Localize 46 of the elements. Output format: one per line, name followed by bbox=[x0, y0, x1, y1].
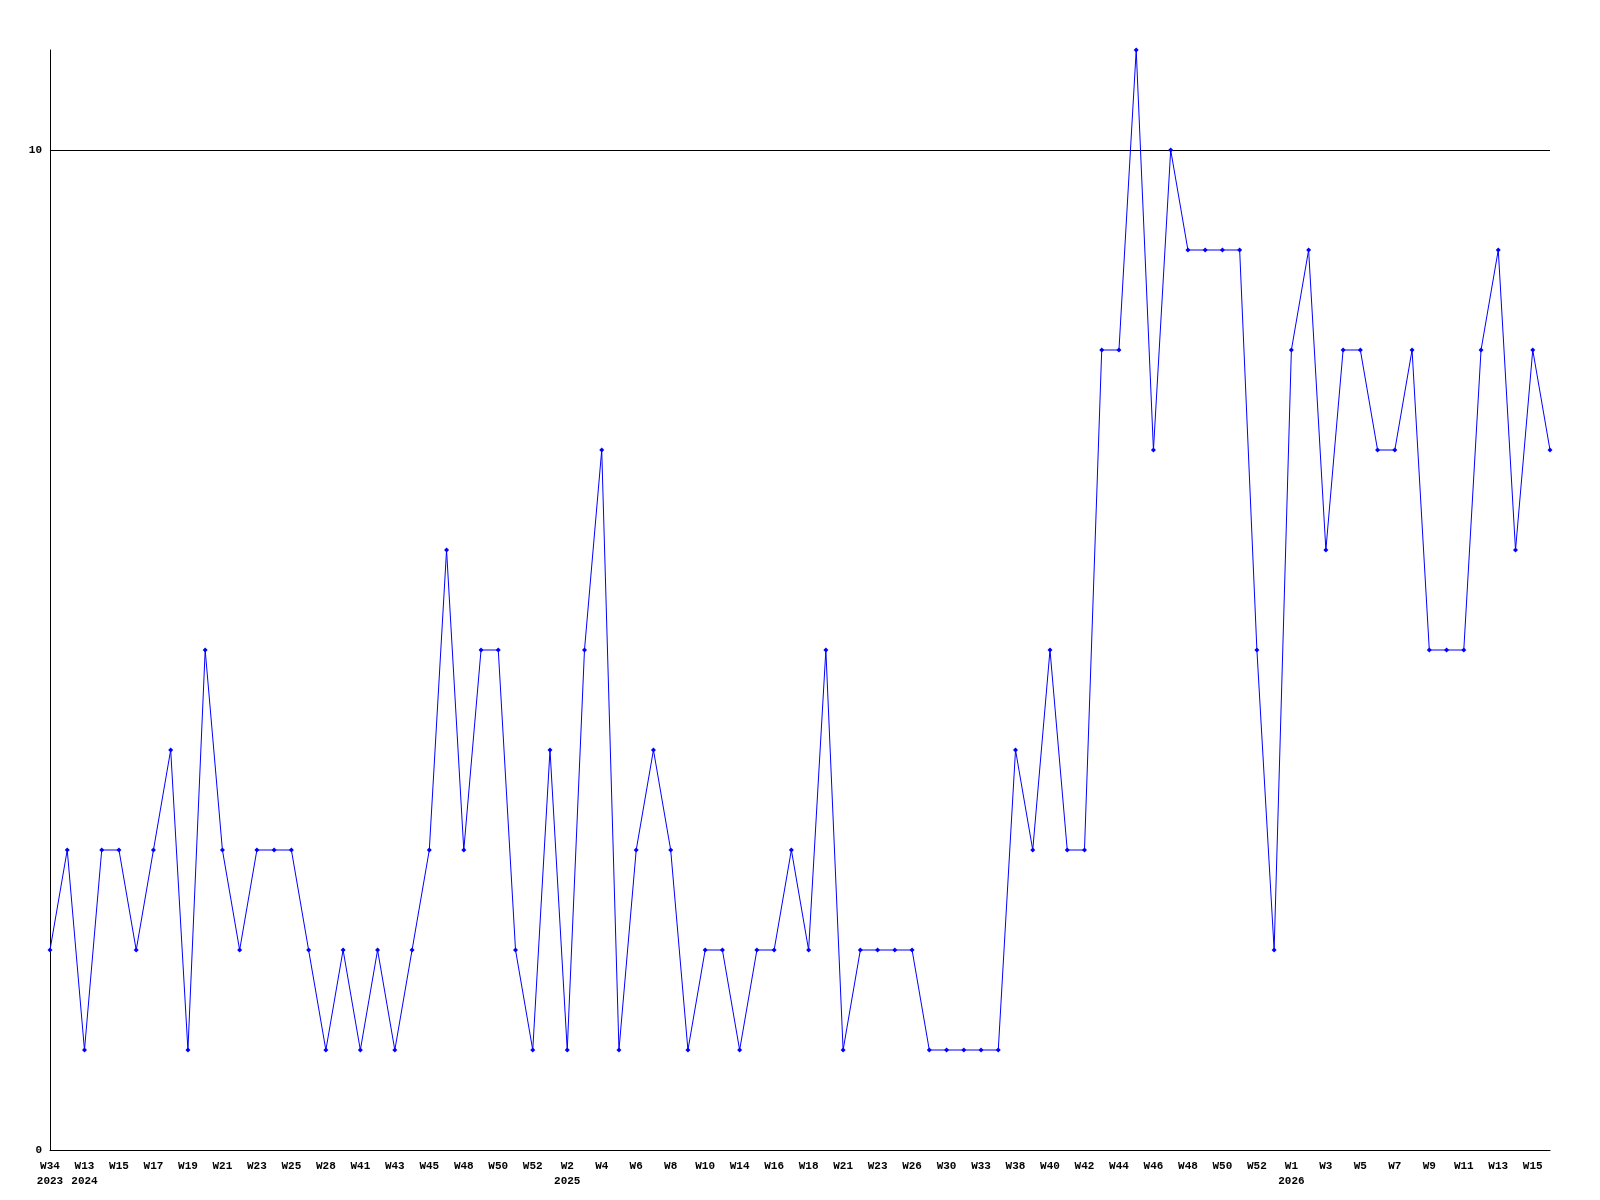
x-tick-label: W3 bbox=[1319, 1159, 1333, 1172]
x-tick-label: W7 bbox=[1388, 1159, 1402, 1172]
x-tick-label: W45 bbox=[419, 1159, 440, 1172]
x-tick-label: W34 2023 bbox=[36, 1159, 64, 1187]
x-tick-label: W30 bbox=[936, 1159, 957, 1172]
y-tick-label: 0 bbox=[35, 1144, 42, 1156]
x-tick-label: W14 bbox=[729, 1159, 750, 1172]
x-tick-label: W21 bbox=[833, 1159, 854, 1172]
x-tick-label: W48 bbox=[1178, 1159, 1199, 1172]
x-tick-label: W4 bbox=[595, 1159, 609, 1172]
x-tick-label: W38 bbox=[1005, 1159, 1026, 1172]
x-tick-label: W5 bbox=[1353, 1159, 1368, 1172]
x-tick-label: W18 bbox=[798, 1159, 819, 1172]
x-tick-label: W8 bbox=[664, 1159, 678, 1172]
x-tick-label: W42 bbox=[1074, 1159, 1095, 1172]
x-tick-label: W2 2025 bbox=[554, 1159, 581, 1187]
x-tick-label: W50 bbox=[488, 1159, 509, 1172]
x-tick-label: W44 bbox=[1109, 1159, 1130, 1172]
x-tick-label: W1 2026 bbox=[1278, 1159, 1305, 1187]
x-tick-label: W16 bbox=[764, 1159, 785, 1172]
x-tick-label: W48 bbox=[453, 1159, 475, 1172]
x-tick-label: W40 bbox=[1040, 1159, 1060, 1172]
x-tick-label: W13 2024 bbox=[71, 1159, 99, 1187]
x-tick-label: W25 bbox=[281, 1159, 302, 1172]
x-tick-label: W43 bbox=[384, 1159, 406, 1172]
x-tick-label: W15 bbox=[1522, 1159, 1544, 1172]
y-tick-label: 10 bbox=[28, 144, 42, 156]
x-tick-label: W17 bbox=[143, 1159, 164, 1172]
x-tick-label: W9 bbox=[1422, 1159, 1436, 1172]
x-tick-label: W52 bbox=[522, 1159, 543, 1172]
x-tick-label: W52 bbox=[1246, 1159, 1267, 1172]
x-tick-label: W28 bbox=[315, 1159, 337, 1172]
x-tick-label: W33 bbox=[971, 1159, 992, 1172]
x-tick-label: W41 bbox=[350, 1159, 371, 1172]
x-tick-label: W23 bbox=[867, 1159, 888, 1172]
x-tick-label: W46 bbox=[1143, 1159, 1164, 1172]
x-tick-label: W13 bbox=[1488, 1159, 1509, 1172]
x-tick-label: W23 bbox=[246, 1159, 268, 1172]
x-tick-label: W15 bbox=[109, 1159, 130, 1172]
x-tick-label: W10 bbox=[695, 1159, 716, 1172]
x-tick-label: W26 bbox=[902, 1159, 922, 1172]
x-tick-label: W50 bbox=[1212, 1159, 1233, 1172]
x-tick-label: W19 bbox=[178, 1159, 198, 1172]
x-tick-label: W6 bbox=[629, 1159, 643, 1172]
x-tick-label: W11 bbox=[1453, 1159, 1475, 1172]
x-tick-label: W21 bbox=[212, 1159, 233, 1172]
